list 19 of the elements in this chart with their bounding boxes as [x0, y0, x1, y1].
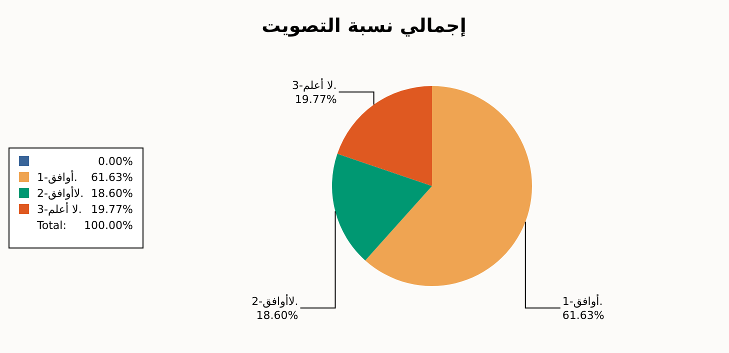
- slice-label: 2-لاأوافق.: [252, 294, 298, 308]
- text: 100.00%: [84, 219, 133, 232]
- text: 0.00%: [98, 155, 133, 168]
- text: 18.60%: [91, 187, 133, 200]
- slice-label: 1-أوافق.: [562, 294, 603, 308]
- pie-slice: [337, 86, 432, 186]
- data-label: 19.77%: [294, 93, 337, 106]
- data-label: 61.63%: [562, 309, 604, 322]
- slice-label: 3-لا أعلم.: [292, 78, 337, 92]
- text: 61.63%: [91, 171, 133, 184]
- data-label: 18.60%: [256, 309, 298, 322]
- legend-label: 3-لا أعلم.: [37, 202, 82, 216]
- legend-label: 1-أوافق.: [37, 170, 78, 184]
- text: Total:: [36, 219, 66, 232]
- pie-slice: [365, 86, 532, 286]
- legend-label: 2-لاأوافق.: [37, 186, 84, 200]
- text: 19.77%: [91, 203, 133, 216]
- pie-slice: [332, 154, 432, 260]
- chart-title: إجمالي نسبة التصويت: [262, 15, 466, 37]
